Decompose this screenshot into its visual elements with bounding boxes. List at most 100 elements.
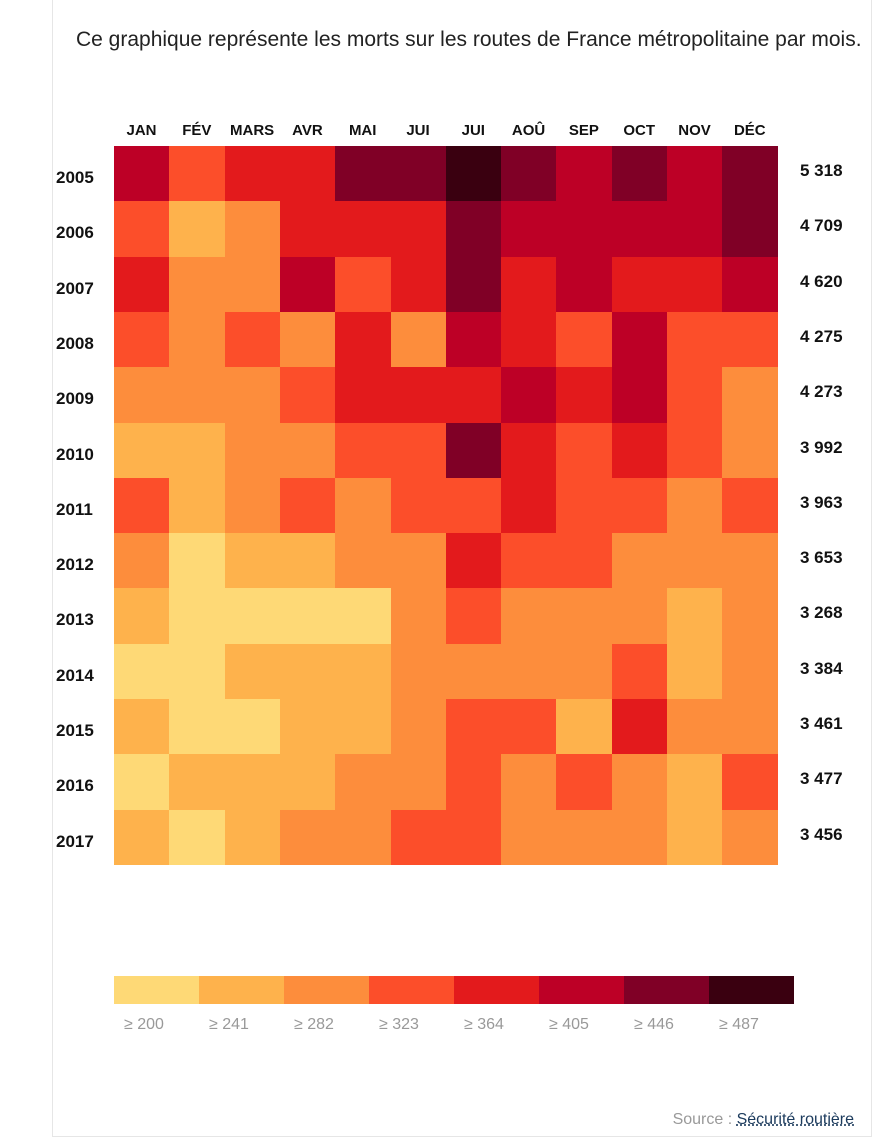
heatmap-cell [556,588,612,644]
year-label: 2013 [56,610,94,630]
legend-label: ≥ 323 [379,1016,419,1033]
heatmap-cell [445,754,502,810]
heatmap-cell [335,146,391,202]
heatmap-cell [279,422,336,479]
heatmap-cell [169,201,225,257]
year-label: 2008 [56,333,94,353]
month-label: AOÛ [511,122,546,139]
heatmap-cell [114,643,170,700]
heatmap-cell [114,809,170,866]
heatmap-cell [224,477,281,534]
heatmap-cell [556,367,612,423]
heatmap-cell [667,533,723,589]
heatmap-cell [279,809,336,866]
heatmap-cell [279,367,336,423]
month-label: DÉC [733,122,766,139]
year-total: 3 384 [800,658,843,678]
heatmap-cell [611,533,668,589]
heatmap-cell [667,809,723,866]
heatmap-cell [722,422,778,479]
heatmap-cell [556,809,612,866]
heatmap-cell [445,809,502,866]
year-total: 4 275 [800,326,843,346]
heatmap-cell [611,201,668,257]
heatmap-cell [390,699,447,755]
legend-swatch [454,976,539,1004]
year-total: 3 268 [800,603,843,623]
year-label: 2014 [56,665,94,685]
year-label: 2009 [56,389,94,409]
year-total: 3 461 [800,714,843,733]
heatmap-cell [335,256,391,313]
heatmap-cell [611,367,668,423]
heatmap-cell [445,699,502,755]
heatmap-cell [722,146,778,202]
heatmap-cell [335,809,391,866]
month-label: NOV [678,122,711,139]
heatmap-cell [611,477,668,534]
heatmap-cell [611,809,668,866]
heatmap-cell [667,477,723,534]
heatmap-cell [501,809,557,866]
heatmap-cell [224,533,281,589]
heatmap-cell [224,754,281,810]
legend-swatch [709,976,794,1004]
heatmap-cell [611,643,668,700]
year-label: 2006 [56,223,94,243]
heatmap-cell [667,588,723,644]
heatmap-cell [169,422,225,479]
month-label: JUI [406,122,430,139]
heatmap-cell [279,477,336,534]
year-label: 2012 [56,555,94,575]
heatmap-cell [169,367,225,423]
legend-label: ≥ 487 [719,1016,759,1033]
heatmap-cell [114,367,170,423]
heatmap-cell [611,422,668,479]
heatmap-cell [114,699,170,755]
heatmap-cell [169,699,225,755]
heatmap-cell [169,643,225,700]
year-total: 3 456 [800,824,843,844]
heatmap-cell [667,754,723,810]
heatmap-cell [390,477,447,534]
heatmap-cell [114,477,170,534]
heatmap-cell [390,422,447,479]
year-total: 3 653 [800,548,843,568]
source-line: Source : Sécurité routière [673,1111,854,1129]
source-link[interactable]: Sécurité routière [736,1111,854,1128]
heatmap-cell [169,588,225,644]
heatmap-cell [224,809,281,866]
heatmap-cell [556,754,612,810]
heatmap-cell [114,146,170,202]
heatmap-cell [667,699,723,755]
heatmap-cell [722,367,778,423]
legend-swatch [369,976,454,1004]
heatmap-cell [224,643,281,700]
legend-label: ≥ 364 [464,1016,504,1033]
heatmap-cell [335,201,391,257]
heatmap-cell [445,477,502,534]
heatmap-cell [445,201,502,257]
heatmap-cell [501,533,557,589]
legend-swatch [284,976,369,1004]
heatmap-cell [279,588,336,644]
heatmap-cell [114,422,170,479]
heatmap-cell [279,311,336,368]
month-label: AVR [292,122,323,139]
chart-frame [52,0,872,1137]
year-total: 5 318 [800,161,843,180]
heatmap-cell [611,311,668,368]
month-label: MAI [348,122,377,139]
heatmap-cell [722,588,778,644]
heatmap-cell [722,754,778,810]
year-label: 2015 [56,721,94,740]
heatmap-cell [611,699,668,755]
heatmap-cell [556,201,612,257]
heatmap-cell [224,256,281,313]
heatmap-cell [667,367,723,423]
year-total: 3 963 [800,492,843,512]
heatmap-cell [667,256,723,313]
heatmap-cell [611,256,668,313]
year-label: 2017 [56,831,94,851]
heatmap-cell [335,311,391,368]
